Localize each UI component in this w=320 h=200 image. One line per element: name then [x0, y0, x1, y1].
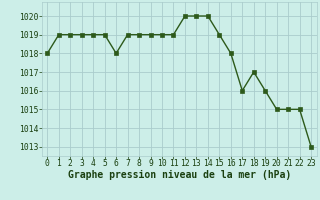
X-axis label: Graphe pression niveau de la mer (hPa): Graphe pression niveau de la mer (hPa) — [68, 170, 291, 180]
